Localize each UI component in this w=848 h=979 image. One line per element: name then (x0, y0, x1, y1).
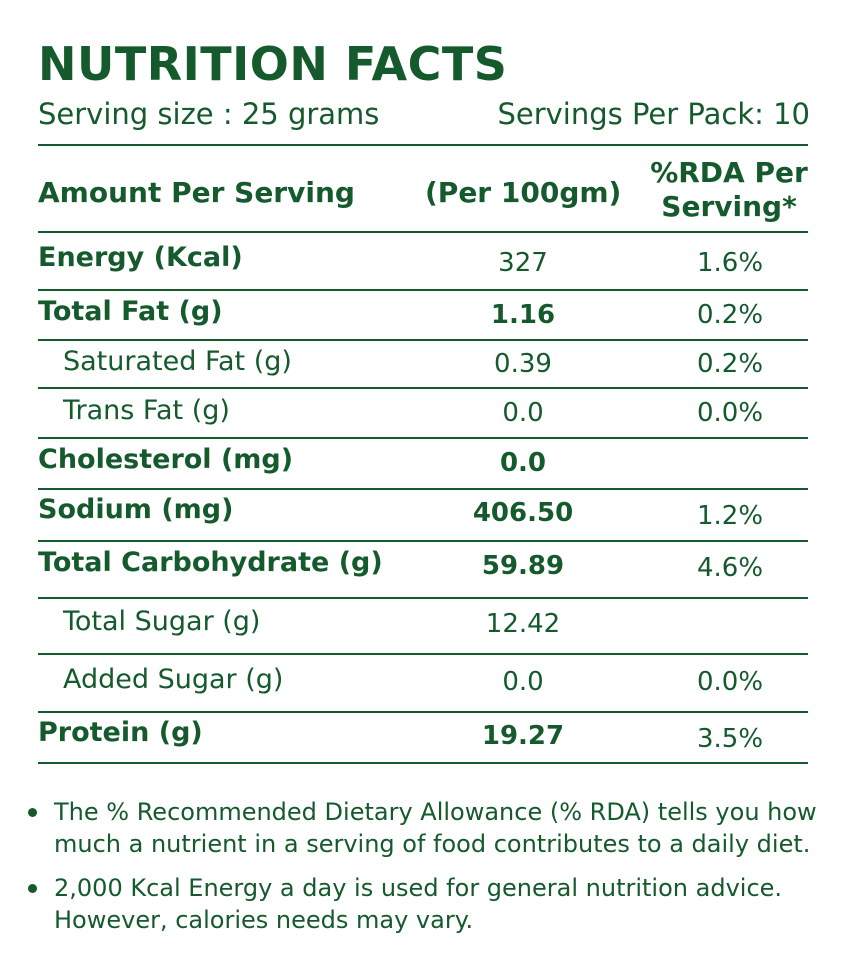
row-rda: 0.0% (696, 398, 764, 428)
row-label: Energy (Kcal) (38, 242, 243, 273)
header-amount: Amount Per Serving (38, 176, 355, 209)
divider (38, 437, 808, 439)
row-label: Added Sugar (g) (63, 664, 284, 695)
row-rda: 0.0% (696, 667, 764, 697)
divider (38, 762, 808, 764)
row-label: Saturated Fat (g) (63, 346, 292, 377)
divider (38, 540, 808, 542)
divider (38, 339, 808, 341)
table-row-total-sugar: Total Sugar (g) 12.42 (38, 598, 808, 653)
row-value: 0.0 (499, 448, 547, 478)
table-row-protein: Protein (g) 19.27 3.5% (38, 712, 808, 762)
divider (38, 711, 808, 713)
row-label: Trans Fat (g) (63, 395, 230, 426)
divider (38, 488, 808, 490)
footnote-text: The % Recommended Dietary Allowance (% R… (54, 798, 817, 858)
table-row-saturated-fat: Saturated Fat (g) 0.39 0.2% (38, 340, 808, 387)
header-per-100gm: (Per 100gm) (425, 176, 622, 209)
header-rda: %RDA Per Serving* (650, 156, 808, 224)
divider (38, 231, 808, 233)
row-value: 0.39 (494, 349, 552, 379)
divider (38, 387, 808, 389)
row-value: 327 (498, 248, 548, 278)
table-row-sodium: Sodium (mg) 406.50 1.2% (38, 489, 808, 540)
row-rda: 0.2% (696, 300, 764, 330)
footnote-item: 2,000 Kcal Energy a day is used for gene… (28, 872, 828, 936)
footnote-item: The % Recommended Dietary Allowance (% R… (28, 796, 828, 860)
serving-info: Serving size : 25 grams Servings Per Pac… (38, 94, 810, 134)
row-label: Cholesterol (mg) (38, 444, 294, 475)
table-row-energy: Energy (Kcal) 327 1.6% (38, 232, 808, 289)
serving-size: Serving size : 25 grams (38, 97, 380, 131)
divider (38, 653, 808, 655)
row-rda: 3.5% (696, 724, 764, 754)
row-rda: 1.2% (696, 501, 764, 531)
row-label: Sodium (mg) (38, 494, 234, 525)
table-row-trans-fat: Trans Fat (g) 0.0 0.0% (38, 388, 808, 437)
row-value: 0.0 (502, 667, 544, 697)
table-row-total-carbohydrate: Total Carbohydrate (g) 59.89 4.6% (38, 541, 808, 597)
table-row-total-fat: Total Fat (g) 1.16 0.2% (38, 290, 808, 339)
row-rda: 0.2% (696, 349, 764, 379)
row-label: Total Fat (g) (38, 296, 223, 327)
servings-per-pack: Servings Per Pack: 10 (497, 97, 810, 131)
row-rda: 1.6% (696, 248, 764, 278)
row-value: 12.42 (485, 609, 561, 639)
row-label: Protein (g) (38, 717, 203, 748)
bullet-icon (28, 884, 37, 893)
divider (38, 144, 808, 146)
bullet-icon (28, 808, 37, 817)
table-row-added-sugar: Added Sugar (g) 0.0 0.0% (38, 654, 808, 711)
header-rda-line1: %RDA Per (650, 156, 808, 189)
row-value: 1.16 (490, 300, 556, 330)
header-rda-line2: Serving* (661, 190, 797, 223)
table-row-cholesterol: Cholesterol (mg) 0.0 (38, 438, 808, 488)
row-value: 59.89 (481, 551, 565, 581)
footnotes: The % Recommended Dietary Allowance (% R… (28, 796, 828, 948)
row-label: Total Carbohydrate (g) (38, 547, 383, 578)
row-value: 0.0 (502, 398, 544, 428)
row-value: 19.27 (481, 721, 565, 751)
footnote-text: 2,000 Kcal Energy a day is used for gene… (54, 874, 783, 934)
row-rda: 4.6% (696, 553, 764, 583)
row-value: 406.50 (472, 498, 574, 528)
divider (38, 289, 808, 291)
divider (38, 597, 808, 599)
nutrition-title: NUTRITION FACTS (38, 37, 508, 91)
row-label: Total Sugar (g) (63, 606, 261, 637)
